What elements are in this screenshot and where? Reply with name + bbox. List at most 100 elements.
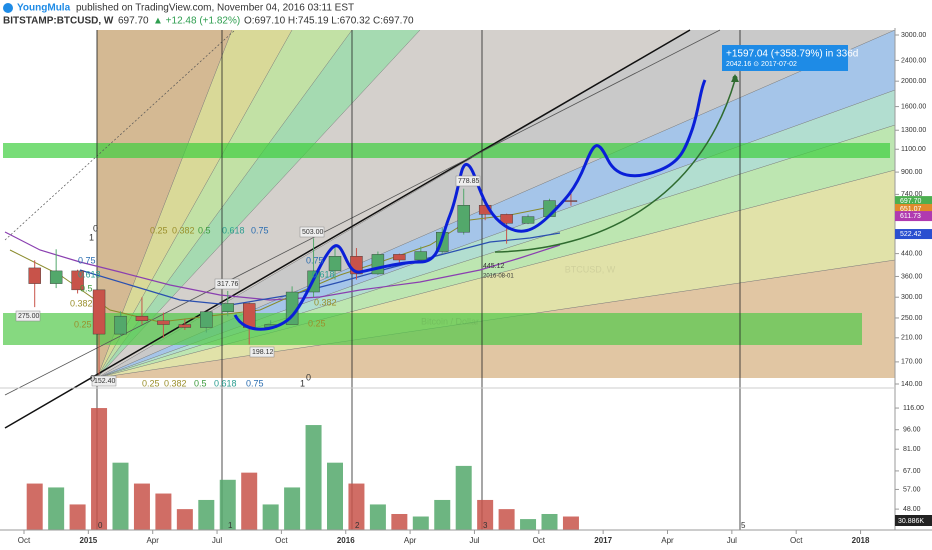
cycle-label: 3 <box>483 521 488 530</box>
author[interactable]: YoungMula <box>17 3 71 14</box>
fib-label: 0.25 <box>150 225 168 235</box>
tag-box <box>214 278 240 290</box>
tag-box <box>15 310 41 322</box>
fib-label: 0.75 <box>246 378 264 388</box>
cycle-label: 1 <box>228 521 233 530</box>
fib-label: 1 <box>89 232 94 242</box>
candle-body <box>393 254 406 261</box>
fib-label: 0.382 <box>70 298 93 308</box>
volume-bar <box>91 408 108 530</box>
price-label-box <box>895 196 932 207</box>
candle-body <box>414 251 427 261</box>
volume-bar <box>562 516 579 530</box>
y-tick-label: 300.00 <box>901 294 923 301</box>
volume-bar <box>133 483 150 530</box>
fib-label: 0.618 <box>312 269 335 279</box>
candle-body <box>521 216 535 224</box>
y-tick-label: 250.00 <box>901 315 923 322</box>
x-tick-label: Jul <box>727 536 737 545</box>
candle-body <box>28 267 41 284</box>
price-label: 522.42 <box>900 231 922 238</box>
measure-text: +1597.04 (+358.79%) in 336d <box>726 49 858 60</box>
candle-body <box>157 320 170 325</box>
fib-label: 0.618 <box>222 225 245 235</box>
volume-last-label: 30.886K <box>898 518 924 525</box>
x-tick-label: Oct <box>275 536 288 545</box>
fib-label: 0.382 <box>164 378 187 388</box>
volume-last-box <box>895 515 932 526</box>
volume-bar <box>176 509 193 530</box>
x-tick-label: Oct <box>18 536 31 545</box>
moving-average <box>79 232 561 306</box>
symbol: BITSTAMP:BTCUSD, W <box>3 16 114 27</box>
volume-bar <box>348 483 365 530</box>
x-tick-label: Apr <box>404 536 417 545</box>
fib-label: 0 <box>93 223 98 233</box>
cycle-label: 2 <box>355 521 360 530</box>
price-label: 611.73 <box>900 213 921 220</box>
volume-tick-label: 67.00 <box>903 468 921 475</box>
y-tick-label: 3000.00 <box>901 32 926 39</box>
price-label-box <box>895 203 932 214</box>
x-tick-label: Apr <box>146 536 159 545</box>
volume-bar <box>369 504 386 530</box>
y-tick-label: 740.00 <box>901 191 923 198</box>
y-tick-label: 1600.00 <box>901 103 926 110</box>
watermark: BTCUSD, W <box>565 264 616 274</box>
price-label-box <box>895 211 932 222</box>
published: published on TradingView.com, November 0… <box>76 3 354 14</box>
candle-body <box>328 256 342 272</box>
y-tick-label: 2000.00 <box>901 78 926 85</box>
price-tag: 317.76 <box>217 281 239 288</box>
volume-tick-label: 48.00 <box>903 506 921 513</box>
candle-body <box>114 315 127 335</box>
candle-body <box>457 205 470 233</box>
volume-bar <box>155 493 172 530</box>
candle-body <box>242 303 256 328</box>
volume-bar <box>219 479 236 530</box>
fib-label: 0 <box>306 372 311 382</box>
volume-bar <box>305 425 322 530</box>
cycle-label: 0 <box>98 521 103 530</box>
x-tick-label: 2017 <box>594 536 612 545</box>
volume-bar <box>69 504 86 530</box>
measure-text: 2042.16 ⊙ 2017-07-02 <box>726 61 797 68</box>
price-tag: 778.85 <box>458 178 480 185</box>
y-tick-label: 210.00 <box>901 335 923 342</box>
avatar <box>3 3 13 13</box>
moving-average <box>9 204 561 323</box>
volume-tick-label: 96.00 <box>903 427 921 434</box>
volume-bar <box>434 499 451 530</box>
volume-bar <box>520 519 537 530</box>
y-tick-label: 170.00 <box>901 359 923 366</box>
tag-box <box>249 346 275 358</box>
fib-label: 0.618 <box>214 378 237 388</box>
fib-label: 1 <box>300 378 305 388</box>
volume-bar <box>327 462 343 530</box>
volume-bar <box>477 499 494 530</box>
change: ▲ +12.48 (+1.82%) <box>153 16 240 27</box>
volume-bar <box>198 499 215 530</box>
volume-bar <box>541 513 558 530</box>
price-tag: 503.00 <box>302 229 324 236</box>
fib-label: 0.25 <box>142 378 160 388</box>
cycle-label: 5 <box>741 521 746 530</box>
price-label: 697.70 <box>900 198 922 205</box>
y-tick-label: 360.00 <box>901 273 923 280</box>
volume-bar <box>391 513 408 530</box>
y-tick-label: 1300.00 <box>901 127 926 134</box>
candle-body <box>500 214 513 224</box>
price-tag: 198.12 <box>252 349 274 356</box>
price-label: 651.07 <box>900 206 922 213</box>
candle-body <box>71 270 84 291</box>
x-tick-label: Oct <box>533 536 546 545</box>
candle-body <box>135 315 149 321</box>
volume-bar <box>262 504 279 530</box>
fib-label: 0.618 <box>78 269 101 279</box>
volume-tick-label: 57.00 <box>903 486 921 493</box>
fib-label: 0.5 <box>80 283 93 293</box>
tag-box <box>455 175 481 187</box>
y-tick-label: 440.00 <box>901 250 923 257</box>
fib-labels: 0.25 0.382 0.5 0.618 0.75100.750.6180.50.382… <box>70 223 337 388</box>
